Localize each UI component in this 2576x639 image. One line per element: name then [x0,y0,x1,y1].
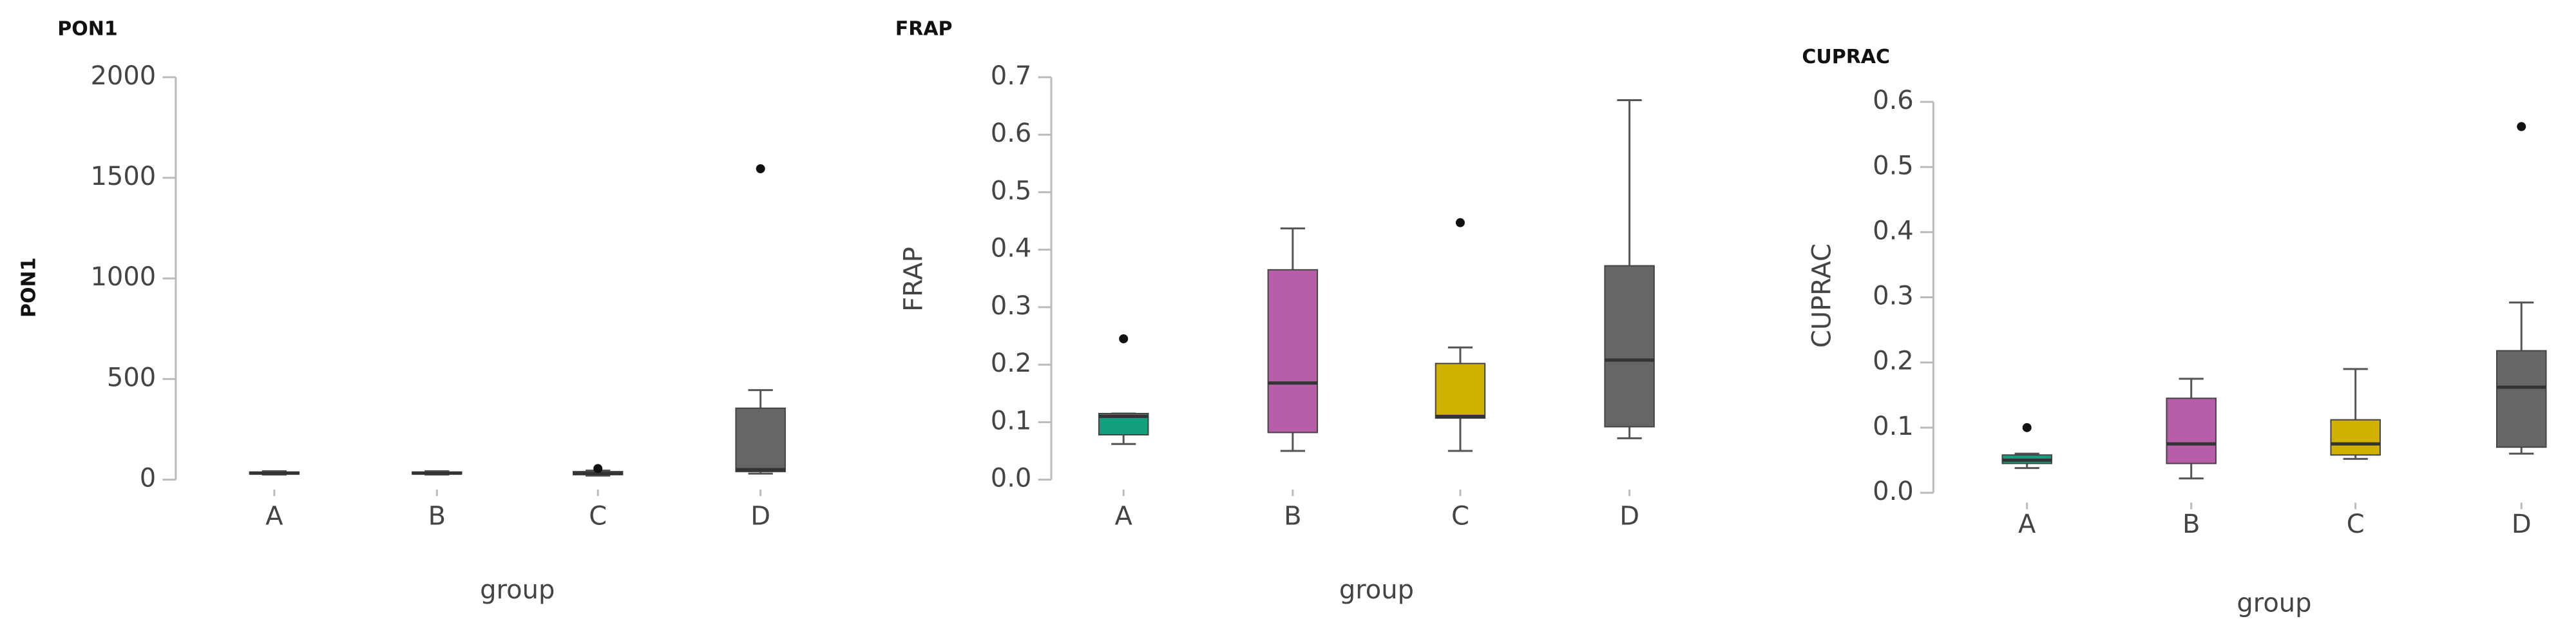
y-tick-label: 0.4 [991,234,1032,263]
box [1435,363,1486,419]
y-tick-label: 0.7 [991,61,1032,91]
outlier [2022,423,2032,432]
y-tick-label: 2000 [90,61,156,91]
outlier [2517,122,2526,131]
y-tick-label: 0.1 [1873,412,1914,441]
box [2496,350,2547,448]
y-tick-label: 0.5 [1873,151,1914,180]
y-tick-label: 0.1 [991,406,1032,435]
x-tick-label: B [1284,501,1301,531]
chart-title: CUPRAC [1802,46,1890,68]
x-tick-label: B [2182,510,2200,539]
y-tick-label: 0.6 [1873,86,1914,115]
x-tick-label: D [1619,501,1639,531]
outlier [593,464,603,473]
y-tick-label: 0.6 [991,119,1032,148]
chart-title: FRAP [895,17,953,40]
x-tick-label: C [2347,510,2365,539]
y-tick-label: 0.3 [1873,281,1914,311]
y-tick-label: 0.0 [1873,477,1914,506]
y-axis-label: FRAP [899,247,928,312]
outlier [756,164,765,173]
x-tick-label: D [750,501,770,531]
box [2166,397,2217,464]
y-tick-label: 0.0 [991,464,1032,493]
x-axis-label: group [480,575,555,605]
box [735,407,786,473]
x-tick-label: C [589,501,607,531]
x-tick-label: A [2018,510,2036,539]
x-axis-label: group [1339,575,1414,605]
y-tick-label: 0.2 [1873,347,1914,376]
x-tick-label: B [428,501,446,531]
x-tick-label: A [265,501,283,531]
box [1267,269,1319,434]
y-tick-label: 500 [107,363,156,392]
x-tick-label: D [2512,510,2532,539]
y-tick-label: 0.4 [1873,216,1914,245]
outlier [1119,334,1129,343]
y-tick-label: 0.5 [991,176,1032,205]
box [2330,419,2381,456]
box [1604,265,1655,428]
y-axis-label: PON1 [17,258,40,318]
x-tick-label: A [1115,501,1133,531]
y-tick-label: 0.3 [991,291,1032,321]
x-axis-label: group [2237,588,2311,618]
outlier [1455,218,1465,227]
y-axis-label: CUPRAC [1808,243,1837,348]
y-tick-label: 0 [140,464,156,493]
chart-title: PON1 [57,17,117,40]
y-tick-label: 0.2 [991,348,1032,378]
y-tick-label: 1000 [90,262,156,292]
y-tick-label: 1500 [90,162,156,191]
x-tick-label: C [1451,501,1469,531]
